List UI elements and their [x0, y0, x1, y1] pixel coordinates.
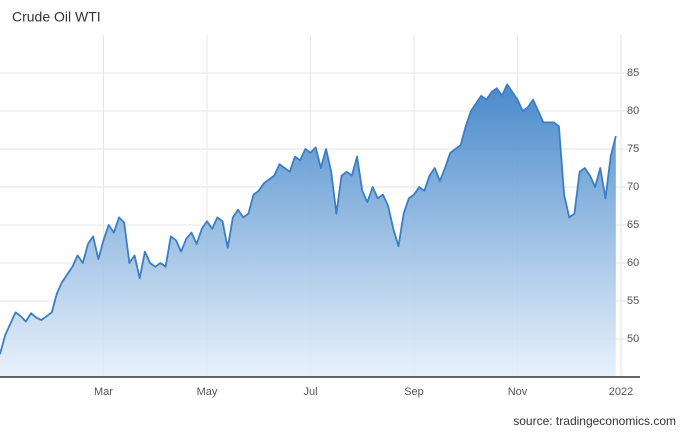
chart-title: Crude Oil WTI [12, 9, 101, 25]
line [0, 83, 617, 355]
y-tick-label: 75 [627, 143, 639, 155]
source: source: tradingeconomics.com [513, 414, 676, 428]
y-tick-label: 60 [627, 257, 639, 269]
x-tick-label: Nov [508, 386, 528, 398]
y-tick-label: 65 [627, 219, 639, 231]
y-tick-label: 70 [627, 181, 639, 193]
area [0, 84, 616, 378]
y-tick-label: 85 [627, 67, 639, 79]
y-tick-label: 50 [627, 333, 639, 345]
x-tick-label: Jul [303, 386, 317, 398]
x-tick-label: 2022 [609, 386, 633, 398]
x-tick-label: Mar [94, 386, 113, 398]
y-tick-label: 55 [627, 295, 639, 307]
x-tick-label: Sep [404, 386, 424, 398]
y-tick-label: 80 [627, 105, 639, 117]
x-tick-label: May [197, 386, 218, 398]
